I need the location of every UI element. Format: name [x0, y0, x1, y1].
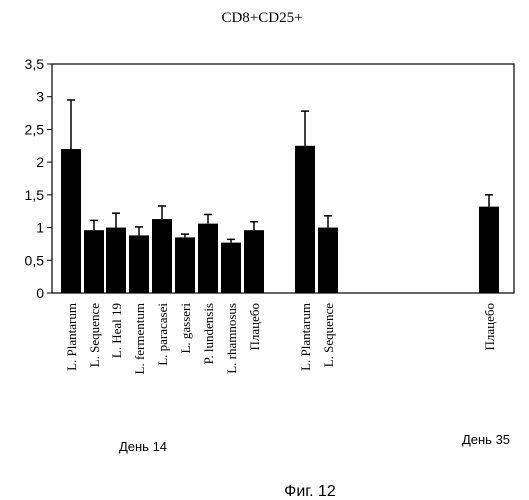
x-tick-label: L. fermentum	[132, 303, 147, 374]
bars	[61, 100, 499, 293]
figure-caption: Фиг. 12	[284, 483, 336, 500]
bar	[61, 149, 81, 293]
x-tick-label: L. Heal 19	[109, 303, 124, 358]
bar	[244, 230, 264, 293]
x-tick-label: Плацебо	[482, 303, 497, 351]
y-tick-label: 0	[36, 285, 44, 301]
y-tick-label: 2,5	[25, 121, 45, 137]
x-tick-label: L. Sequence	[321, 303, 336, 367]
y-tick-label: 1	[36, 220, 44, 236]
bar	[221, 243, 241, 293]
x-tick-label: L. Plantarum	[64, 303, 79, 371]
bar	[152, 219, 172, 293]
x-tick-label: L. Plantarum	[298, 303, 313, 371]
y-axis: 0 0,5 1 1,5 2 2,5 3 3,5	[25, 56, 52, 301]
bar	[479, 207, 499, 293]
y-tick-label: 3	[36, 89, 44, 105]
x-tick-label: P. lundensis	[201, 303, 216, 364]
x-tick-label: L. rhamnosus	[224, 303, 239, 374]
x-tick-label: Плацебо	[247, 303, 262, 351]
y-tick-label: 0,5	[25, 252, 45, 268]
group-label: День 35	[462, 432, 510, 447]
x-tick-label: L. paracasei	[155, 303, 170, 366]
bar	[175, 237, 195, 293]
bar	[129, 235, 149, 293]
bar	[198, 224, 218, 293]
x-tick-label: L. gasseri	[178, 303, 193, 354]
bar	[84, 230, 104, 293]
bar	[318, 228, 338, 293]
group-label: День 14	[119, 439, 167, 454]
x-tick-label: L. Sequence	[87, 303, 102, 367]
bar	[106, 228, 126, 293]
bar	[295, 146, 315, 293]
chart-title: CD8+CD25+	[221, 10, 302, 26]
y-tick-label: 3,5	[25, 56, 45, 72]
y-tick-label: 2	[36, 154, 44, 170]
x-axis-labels: L. Plantarum L. Sequence L. Heal 19 L. ferm…	[64, 303, 497, 375]
y-tick-label: 1,5	[25, 187, 45, 203]
group-labels: День 14 День 35	[119, 432, 510, 454]
